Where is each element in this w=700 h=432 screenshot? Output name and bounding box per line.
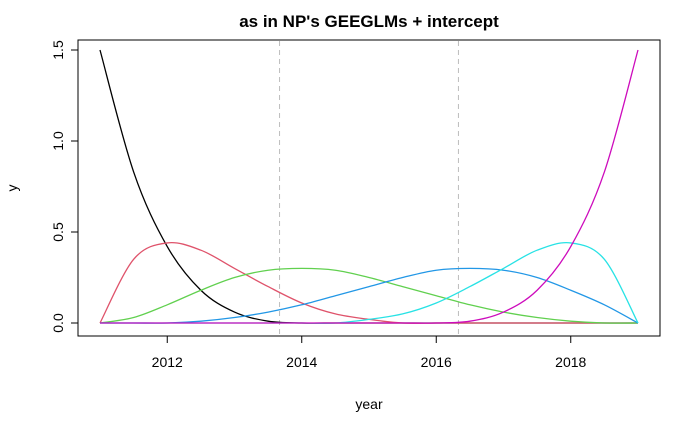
series-line-2 <box>99 241 638 324</box>
series-line-4 <box>100 267 639 324</box>
y-tick-label: 1.5 <box>50 40 66 60</box>
y-axis-label: y <box>4 185 20 192</box>
x-tick-label: 2012 <box>152 354 183 370</box>
y-axis: 0.0 0.5 1.0 1.5 <box>50 40 78 333</box>
series-line-6 <box>100 49 639 324</box>
vertical-reference-lines <box>279 41 459 335</box>
x-tick-label: 2016 <box>421 354 452 370</box>
plot-frame <box>77 39 661 337</box>
chart-title: as in NP's GEEGLMs + intercept <box>239 12 499 31</box>
series-line-3 <box>99 267 639 324</box>
series-line-1 <box>99 49 638 324</box>
y-tick-label: 0.5 <box>50 222 66 242</box>
x-axis: 2012 2014 2016 2018 <box>152 336 587 370</box>
series-line-5 <box>100 241 639 324</box>
series-lines <box>99 49 639 324</box>
x-tick-label: 2014 <box>286 354 317 370</box>
y-tick-label: 0.0 <box>50 313 66 333</box>
x-tick-label: 2018 <box>555 354 586 370</box>
y-tick-label: 1.0 <box>50 131 66 151</box>
x-axis-label: year <box>355 396 383 412</box>
